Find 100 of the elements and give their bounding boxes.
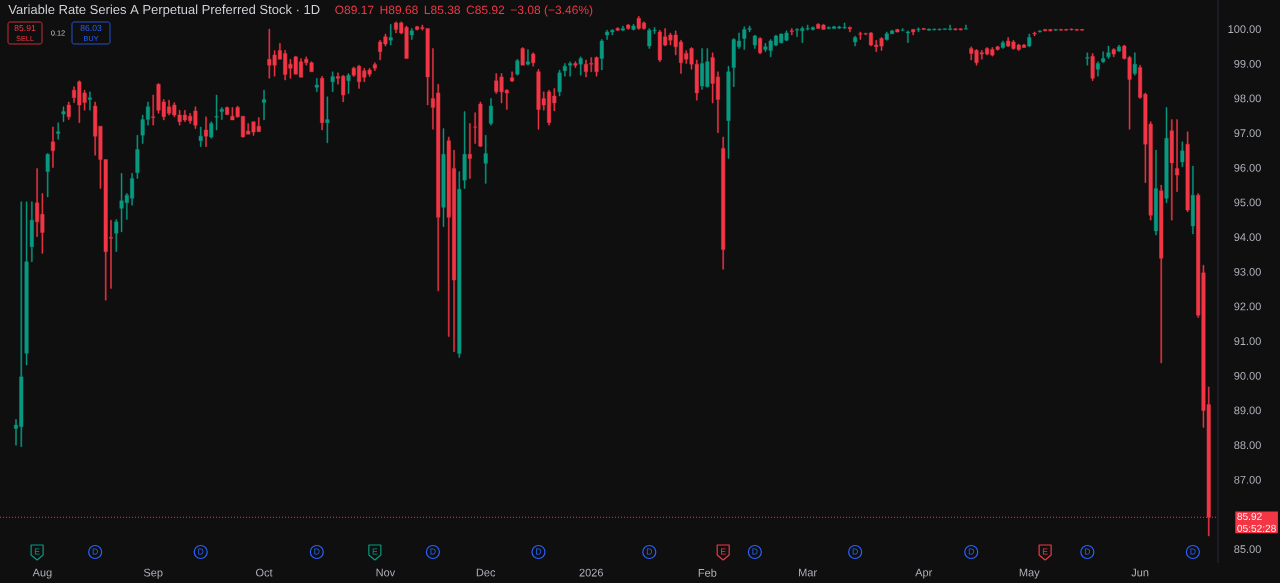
- candlestick: [721, 136, 726, 270]
- candlestick: [531, 52, 536, 67]
- candlestick: [325, 96, 330, 144]
- y-tick-label: 90.00: [1234, 371, 1261, 380]
- annotation: 86.03: [80, 24, 102, 32]
- candlestick: [1095, 61, 1100, 77]
- candlestick: [45, 153, 50, 198]
- annotation: H89.68: [380, 5, 418, 15]
- candlestick: [1164, 107, 1169, 204]
- candlestick: [1032, 31, 1037, 37]
- candlestick: [87, 91, 92, 111]
- x-tick-label: Oct: [256, 568, 273, 577]
- annotation: −3.08 (−3.46%): [510, 5, 593, 17]
- annotation: D: [968, 548, 974, 555]
- candlestick: [916, 27, 921, 33]
- y-tick-label: 98.00: [1234, 94, 1261, 103]
- candlestick: [61, 106, 66, 122]
- x-tick-label: Dec: [476, 568, 496, 577]
- x-tick-label: Aug: [32, 568, 52, 579]
- y-tick-label: 87.00: [1234, 475, 1261, 484]
- y-tick-label: 100.00: [1228, 25, 1261, 34]
- candlestick: [50, 126, 55, 168]
- x-tick-label: Nov: [376, 568, 396, 577]
- candlestick: [262, 89, 267, 121]
- candlestick: [330, 71, 335, 93]
- candlestick: [483, 134, 488, 184]
- x-tick-label: Apr: [915, 568, 933, 579]
- annotation: D: [314, 548, 320, 555]
- candlestick: [151, 94, 156, 126]
- y-tick-label: 89.00: [1234, 406, 1261, 415]
- x-tick-label: 2026: [579, 568, 603, 577]
- candlestick: [1090, 53, 1095, 82]
- text: 05:52:28: [1237, 524, 1276, 533]
- annotation: E: [721, 548, 726, 555]
- ref-line-label: 85.92: [1237, 512, 1262, 521]
- candlestick: [1153, 149, 1158, 236]
- candlestick: [1053, 28, 1058, 31]
- candlestick: [409, 28, 414, 40]
- candlestick: [615, 27, 620, 32]
- y-tick-label: 96.00: [1234, 163, 1261, 172]
- annotation: D: [198, 548, 204, 555]
- candlestick: [1037, 29, 1042, 33]
- candlestick: [457, 171, 462, 358]
- candlestick: [225, 106, 230, 116]
- annotation: D: [752, 548, 758, 555]
- candlestick: [56, 122, 61, 140]
- x-tick-label: Feb: [698, 568, 717, 577]
- candlestick: [1132, 52, 1137, 76]
- annotation: 85.91: [14, 24, 36, 32]
- y-tick-label: 91.00: [1234, 337, 1261, 346]
- candlestick: [921, 27, 926, 31]
- candlestick: [489, 98, 493, 126]
- candlestick: [198, 126, 203, 147]
- candlestick: [578, 56, 583, 76]
- candlestick: [900, 28, 905, 32]
- candlestick: [1085, 52, 1090, 66]
- candlestick: [462, 111, 467, 189]
- candlestick: [599, 39, 604, 71]
- annotation: C85.92: [466, 5, 505, 15]
- candlestick: [626, 24, 631, 30]
- candlestick: [1169, 119, 1174, 221]
- candlestick: [789, 28, 794, 36]
- candlestick: [320, 76, 325, 131]
- candlestick: [1111, 48, 1116, 58]
- candlestick: [346, 73, 351, 94]
- candlestick: [388, 24, 393, 46]
- candlestick: [510, 71, 515, 83]
- annotation: L85.38: [424, 5, 461, 15]
- annotation: E: [1042, 548, 1048, 555]
- candlestick: [441, 128, 446, 227]
- candlestick: [467, 123, 472, 179]
- candlestick: [758, 37, 763, 55]
- y-tick-label: 95.00: [1234, 198, 1261, 207]
- candlestick: [573, 61, 578, 68]
- candlestick: [314, 78, 319, 93]
- annotation: E: [372, 548, 378, 555]
- y-tick-label: 88.00: [1234, 441, 1261, 450]
- y-tick-label: 97.00: [1234, 129, 1261, 138]
- candlestick: [1000, 40, 1005, 49]
- y-tick-label: 92.00: [1234, 302, 1261, 311]
- candlestick: [1180, 141, 1185, 167]
- candlestick: [1117, 44, 1121, 52]
- annotation: D: [646, 548, 653, 555]
- annotation: D: [1190, 548, 1196, 555]
- candlestick: [911, 28, 916, 36]
- x-tick-label: Sep: [143, 568, 163, 579]
- candlestick: [853, 35, 858, 47]
- candlestick: [963, 24, 968, 30]
- candlestick: [1027, 33, 1032, 48]
- y-tick-label: 94.00: [1234, 233, 1261, 242]
- candlestick: [1175, 119, 1180, 192]
- candlestick: [204, 116, 208, 147]
- candlestick: [1159, 184, 1164, 364]
- annotation: D: [92, 548, 98, 555]
- candlestick: [525, 49, 530, 66]
- candlestick: [520, 47, 525, 66]
- candlestick: [847, 26, 852, 33]
- annotation: E: [34, 548, 40, 555]
- candlestick: [568, 61, 573, 77]
- candlestick: [66, 101, 71, 120]
